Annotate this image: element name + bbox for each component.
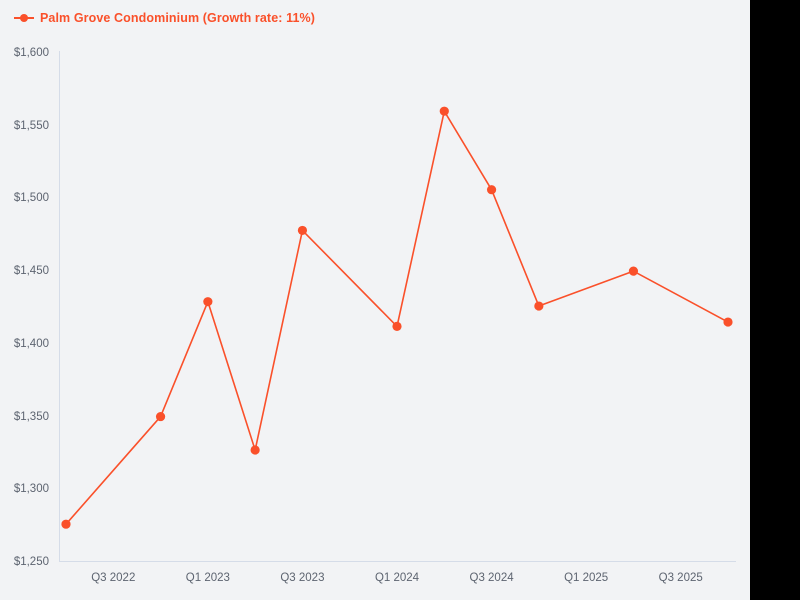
y-tick-label: $1,400: [13, 337, 49, 350]
x-axis-line: [59, 561, 736, 562]
y-tick-label: $1,600: [13, 47, 49, 59]
data-point-marker[interactable]: [203, 297, 213, 307]
x-tick-label: Q1 2025: [564, 572, 609, 584]
y-tick-label: $1,350: [13, 410, 49, 423]
y-tick-label: $1,550: [13, 119, 49, 132]
x-tick-label: Q3 2023: [280, 572, 325, 584]
y-tick-label: $1,450: [13, 265, 49, 278]
chart-title: Palm Grove Condominium (Growth rate: 11%…: [40, 11, 315, 25]
data-point-marker[interactable]: [723, 317, 733, 327]
y-tick-label: $1,250: [13, 556, 49, 568]
data-point-marker[interactable]: [155, 411, 166, 422]
x-tick-label: Q1 2024: [374, 572, 420, 584]
data-point-marker[interactable]: [628, 266, 639, 276]
y-tick-label: $1,500: [13, 192, 49, 205]
y-tick-label: $1,300: [13, 483, 49, 496]
data-point-marker[interactable]: [250, 445, 260, 455]
data-point-marker[interactable]: [392, 321, 402, 332]
y-axis-line: [59, 51, 60, 562]
x-tick-label: Q3 2025: [658, 572, 703, 584]
data-point-marker[interactable]: [61, 519, 71, 529]
x-tick-label: Q3 2022: [91, 572, 136, 584]
chart-legend[interactable]: Palm Grove Condominium (Growth rate: 11%…: [14, 8, 315, 28]
right-black-band: [750, 0, 800, 600]
y-axis-ticks: $1,250 $1,300 $1,350 $1,400 $1,450 $1,500 $1,5…: [0, 0, 59, 600]
data-point-marker[interactable]: [297, 225, 308, 236]
line-dot-marker-icon: [14, 12, 34, 24]
x-tick-label: Q1 2023: [185, 572, 230, 584]
series-line: [65, 110, 729, 525]
x-tick-label: Q3 2024: [469, 572, 514, 584]
data-point-marker[interactable]: [439, 106, 449, 116]
data-point-marker[interactable]: [534, 301, 544, 311]
data-point-marker[interactable]: [486, 185, 497, 195]
plot-area: [59, 51, 736, 562]
